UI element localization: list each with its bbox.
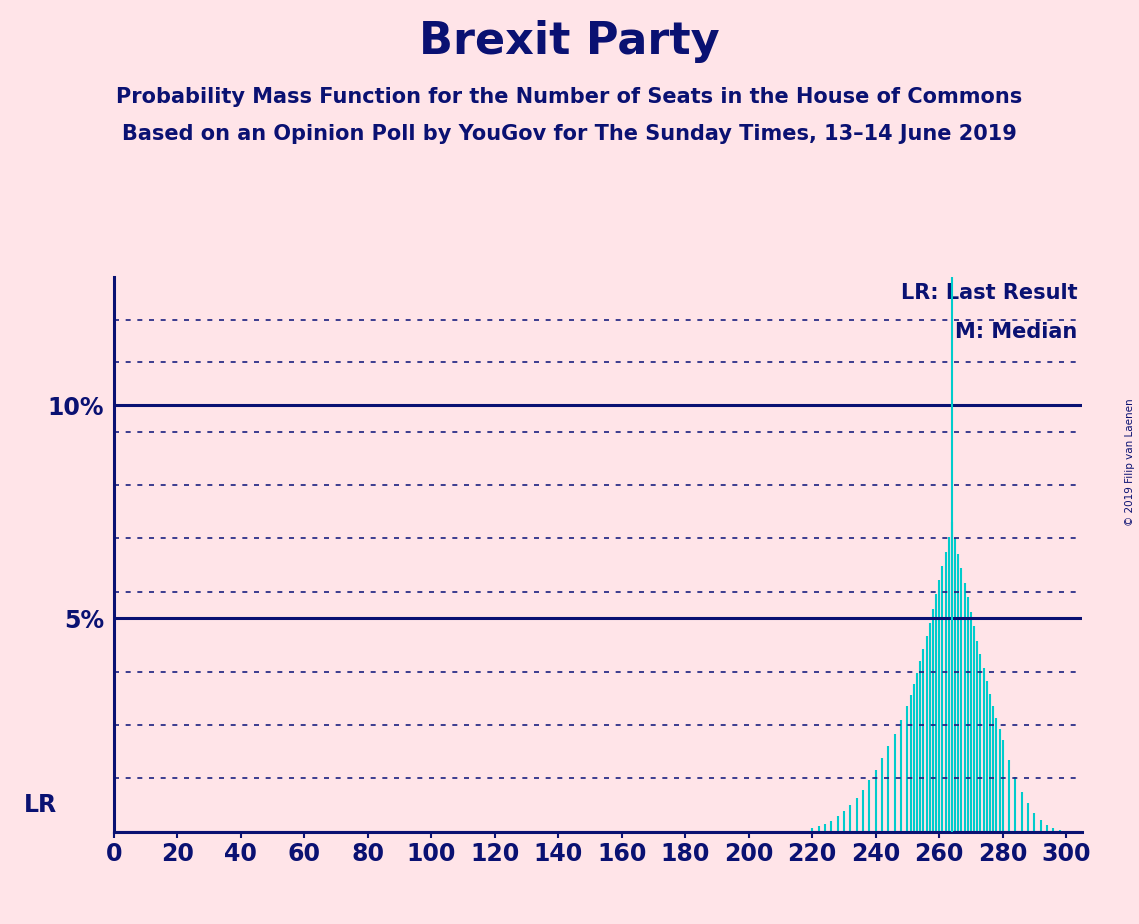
Text: © 2019 Filip van Laenen: © 2019 Filip van Laenen [1125,398,1134,526]
Text: Based on an Opinion Poll by YouGov for The Sunday Times, 13–14 June 2019: Based on an Opinion Poll by YouGov for T… [122,124,1017,144]
Text: LR: LR [24,793,57,817]
Text: M: Median: M: Median [954,322,1077,342]
Text: LR: Last Result: LR: Last Result [901,283,1077,303]
Text: Brexit Party: Brexit Party [419,20,720,63]
Text: Probability Mass Function for the Number of Seats in the House of Commons: Probability Mass Function for the Number… [116,87,1023,107]
